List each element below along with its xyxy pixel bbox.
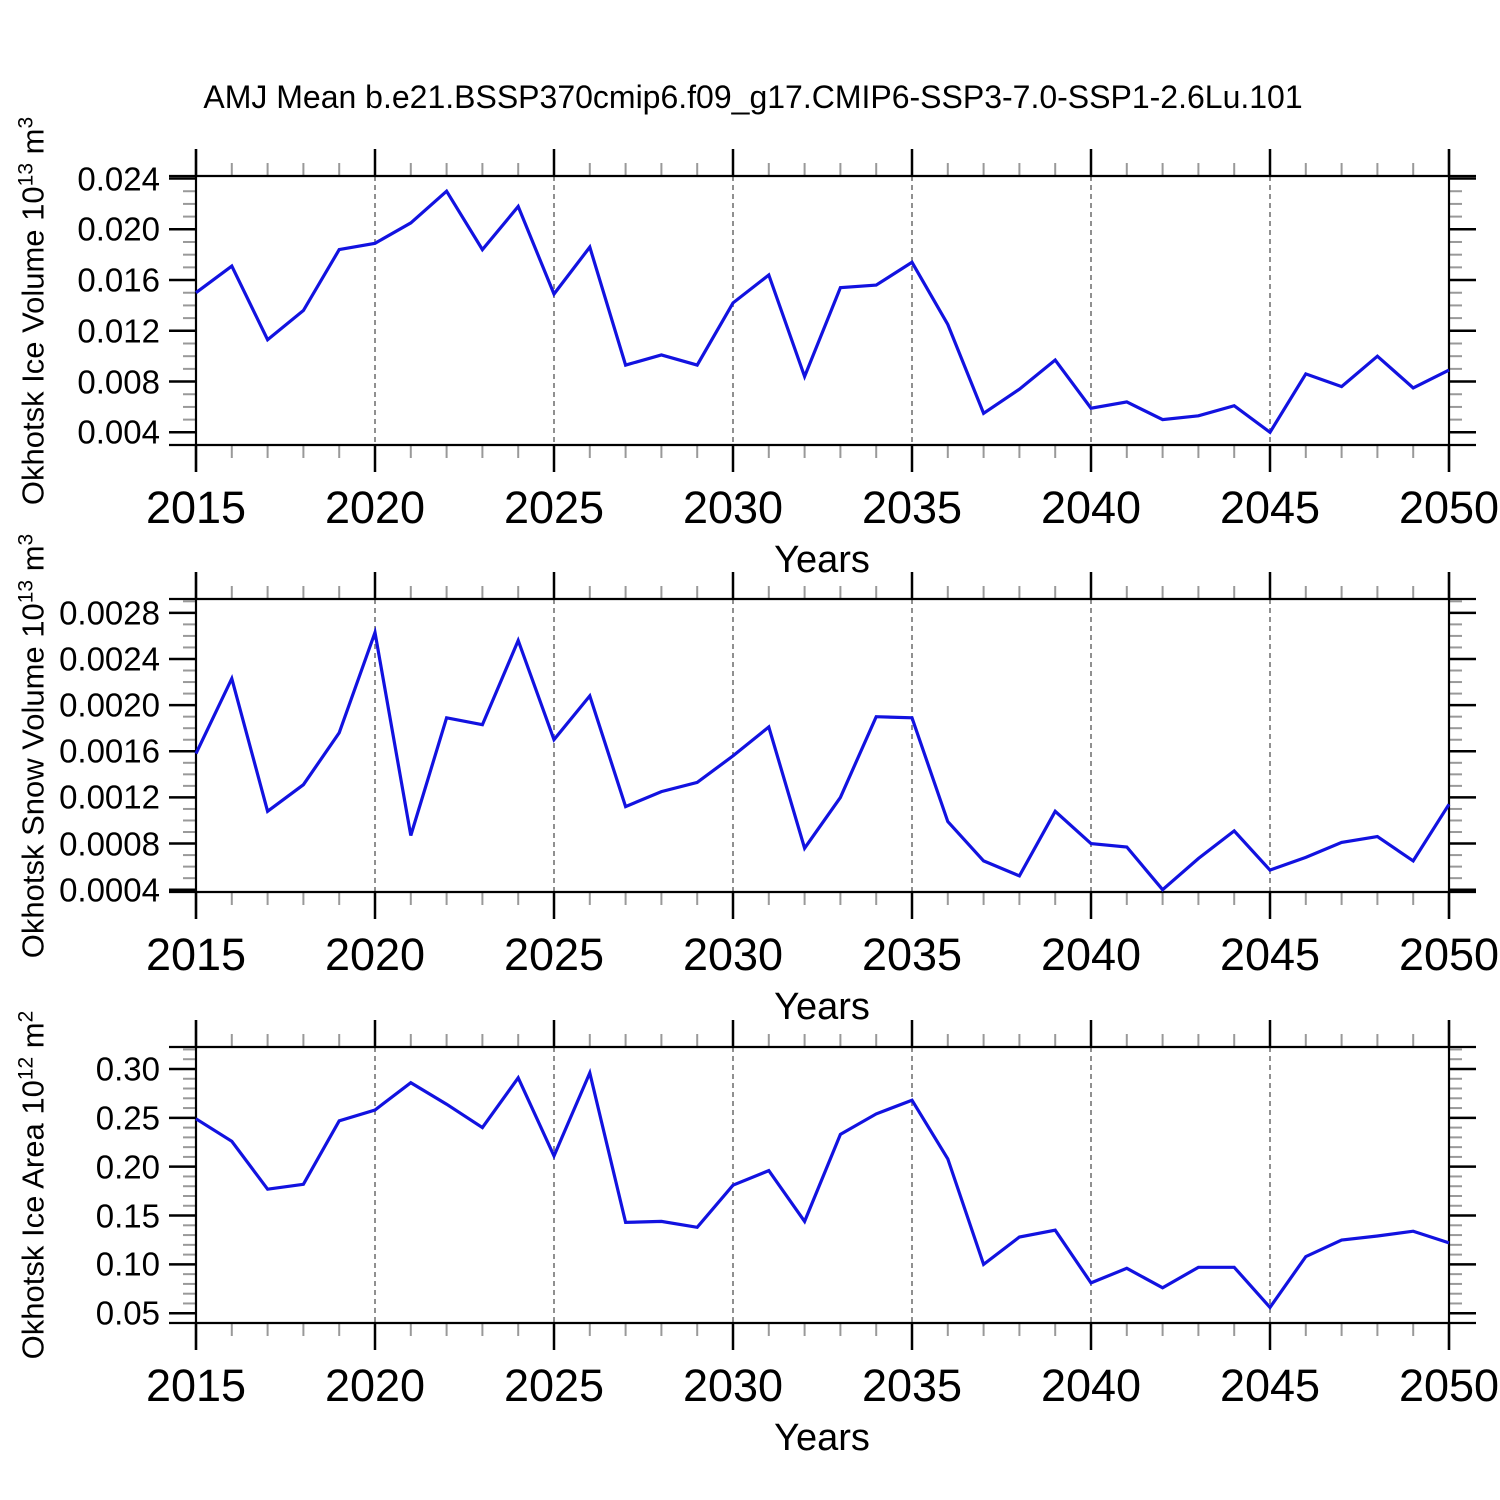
y-tick-label: 0.0008 [59, 825, 160, 863]
y-tick-label: 0.016 [77, 261, 160, 299]
data-line-okhotsk-ice-volume [195, 188, 1450, 435]
y-axis-title-text: m [15, 1022, 51, 1057]
y-tick-label: 0.0004 [59, 871, 160, 909]
x-tick-label: 2035 [861, 929, 963, 980]
x-tick-label: 2030 [682, 1360, 784, 1411]
y-axis-title-text: m [15, 544, 51, 580]
x-tick-label: 2045 [1219, 929, 1321, 980]
y-axis-title-okhotsk-ice-volume: Okhotsk Ice Volume 1013 m3 [14, 116, 51, 505]
y-axis-title-text: Okhotsk Snow Volume 10 [15, 602, 51, 958]
x-axis-title: Years [774, 986, 870, 1028]
data-line-okhotsk-ice-area [195, 1067, 1450, 1310]
x-tick-label: 2020 [324, 1360, 426, 1411]
y-axis-title-text: m [15, 128, 51, 163]
y-tick-label: 0.15 [95, 1197, 160, 1235]
x-tick-label: 2020 [324, 482, 426, 533]
x-tick-label: 2035 [861, 482, 963, 533]
x-tick-label: 2015 [145, 1360, 247, 1411]
y-tick-label: 0.008 [77, 363, 160, 401]
y-axis-title-superscript: 3 [14, 116, 38, 129]
x-tick-label: 2025 [503, 1360, 605, 1411]
y-tick-label: 0.10 [95, 1245, 160, 1283]
y-tick-label: 0.25 [95, 1099, 160, 1137]
y-tick-label: 0.004 [77, 413, 160, 451]
y-axis-title-okhotsk-snow-volume: Okhotsk Snow Volume 1013 m3 [14, 533, 51, 958]
x-axis-title: Years [774, 1417, 870, 1459]
y-axis-title-superscript: 12 [14, 1056, 38, 1081]
y-tick-label: 0.0024 [59, 640, 160, 678]
data-line-okhotsk-snow-volume [194, 626, 1451, 892]
y-axis-title-text: Okhotsk Ice Area 10 [15, 1080, 51, 1360]
x-axis-title: Years [774, 539, 870, 581]
x-tick-label: 2020 [324, 929, 426, 980]
y-axis-title-text: Okhotsk Ice Volume 10 [15, 185, 51, 505]
y-tick-label: 0.012 [77, 312, 160, 350]
y-axis-title-okhotsk-ice-area: Okhotsk Ice Area 1012 m2 [14, 1010, 51, 1360]
x-tick-label: 2050 [1398, 482, 1500, 533]
x-tick-label: 2030 [682, 482, 784, 533]
x-tick-label: 2040 [1040, 929, 1142, 980]
y-axis-title-superscript: 3 [14, 533, 38, 545]
x-tick-label: 2040 [1040, 1360, 1142, 1411]
y-axis-title-superscript: 2 [14, 1010, 38, 1023]
chart-title: AMJ Mean b.e21.BSSP370cmip6.f09_g17.CMIP… [203, 79, 1303, 115]
y-tick-label: 0.0020 [59, 686, 160, 724]
x-tick-label: 2035 [861, 1360, 963, 1411]
x-tick-label: 2045 [1219, 482, 1321, 533]
y-tick-label: 0.0012 [59, 778, 160, 816]
y-tick-label: 0.0016 [59, 732, 160, 770]
y-tick-label: 0.20 [95, 1148, 160, 1186]
x-tick-label: 2015 [145, 929, 247, 980]
x-tick-label: 2050 [1398, 1360, 1500, 1411]
y-tick-label: 0.020 [77, 210, 160, 248]
x-tick-label: 2040 [1040, 482, 1142, 533]
y-axis-title-superscript: 13 [14, 579, 38, 603]
x-tick-label: 2025 [503, 929, 605, 980]
y-tick-label: 0.05 [95, 1294, 160, 1332]
y-tick-label: 0.0028 [59, 594, 160, 632]
x-tick-label: 2045 [1219, 1360, 1321, 1411]
y-tick-label: 0.30 [95, 1050, 160, 1088]
x-tick-label: 2025 [503, 482, 605, 533]
x-tick-label: 2050 [1398, 929, 1500, 980]
x-tick-label: 2015 [145, 482, 247, 533]
y-axis-title-superscript: 13 [14, 162, 38, 186]
x-tick-label: 2030 [682, 929, 784, 980]
y-tick-label: 0.024 [77, 160, 160, 198]
